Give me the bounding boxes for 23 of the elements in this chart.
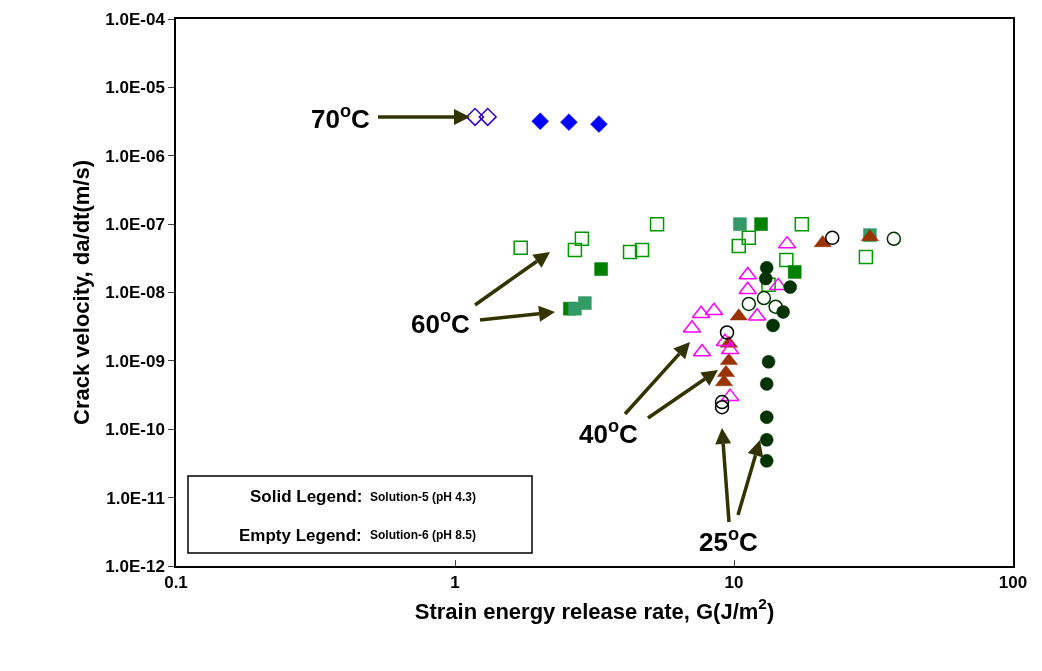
y-tick-label: 1.0E-05 [105, 78, 165, 98]
x-tick-label: 1 [450, 573, 460, 593]
x-tick-label: 0.1 [164, 573, 188, 593]
y-axis-title: Crack velocity, da/dt(m/s) [68, 160, 94, 425]
x-tick-label: 10 [724, 573, 744, 593]
x-axis-title: Strain energy release rate, G(J/m$^{2}$) [414, 595, 775, 624]
y-tick-label: 1.0E-08 [105, 283, 165, 303]
annotation: Empty Legend: [239, 526, 362, 545]
annotation: Solution-6 (pH 8.5) [370, 528, 476, 542]
annotation: 60$^{o}$C [411, 306, 471, 339]
y-tick-label: 1.0E-12 [105, 556, 165, 576]
y-tick-label: 1.0E-07 [105, 215, 165, 235]
annotation: 40$^{o}$C [579, 416, 639, 449]
x-tick-label: 100 [998, 573, 1028, 593]
y-tick-label: 1.0E-06 [105, 146, 165, 166]
annotation: 70$^{o}$C [311, 101, 371, 134]
annotation: 25$^{o}$C [699, 524, 759, 557]
y-tick-label: 1.0E-11 [106, 488, 165, 508]
y-tick-label: 1.0E-10 [105, 420, 165, 440]
y-tick-label: 1.0E-04 [105, 9, 166, 29]
y-tick-label: 1.0E-09 [105, 351, 165, 371]
annotation: Solid Legend: [250, 487, 363, 506]
annotation: Solution-5 (pH 4.3) [370, 490, 476, 504]
